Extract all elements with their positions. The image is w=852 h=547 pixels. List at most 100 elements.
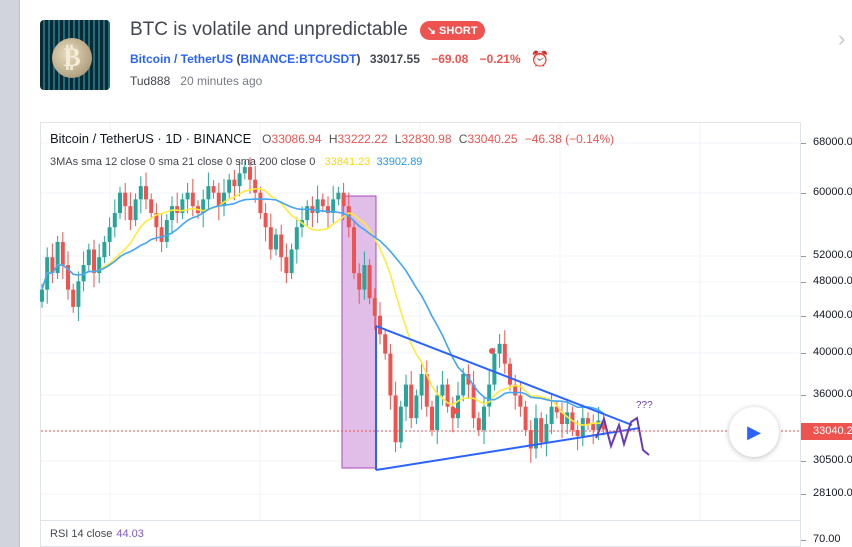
- legend-symbol: Bitcoin / TetherUS · 1D · BINANCE: [50, 131, 252, 146]
- candle-body: [222, 192, 226, 207]
- candle-body: [76, 281, 81, 307]
- candle-body: [404, 384, 408, 407]
- candle-body: [107, 227, 112, 242]
- candle-body: [565, 412, 570, 425]
- left-sidebar: [0, 0, 20, 547]
- candle-body: [357, 273, 362, 290]
- candle-body: [336, 192, 341, 200]
- rsi-legend: RSI 14 close 44.03: [50, 528, 144, 540]
- candle-body: [40, 289, 44, 302]
- y-tick-label: 40000.00: [801, 346, 852, 358]
- candle-body: [123, 192, 128, 207]
- candle-body: [242, 167, 247, 174]
- candle-body: [320, 199, 325, 207]
- candle-body: [206, 186, 211, 200]
- y-tick-label: 44000.00: [801, 309, 852, 321]
- candle-body: [128, 206, 133, 221]
- symbol-line: Bitcoin / TetherUS (BINANCE:BTCUSDT) 330…: [130, 52, 521, 66]
- ma12-value: 33841.23: [324, 156, 371, 168]
- triangle-lower-line: [375, 427, 641, 471]
- open-value: 33086.94: [271, 132, 322, 146]
- h-label: H: [328, 132, 338, 146]
- candle-body: [523, 406, 528, 431]
- rsi-label: RSI 14 close: [50, 528, 113, 540]
- candle-body: [154, 213, 159, 228]
- projection-path: [595, 415, 650, 456]
- candle-body: [424, 374, 429, 407]
- candle-body: [591, 424, 596, 431]
- ohlc-legend: Bitcoin / TetherUS · 1D · BINANCE O33086…: [50, 131, 614, 146]
- symbol-name-link[interactable]: Bitcoin / TetherUS: [130, 52, 234, 66]
- candle-body: [341, 192, 346, 207]
- candle-body: [383, 334, 388, 354]
- candle-body: [601, 420, 606, 430]
- candle-body: [409, 384, 414, 419]
- candle-body: [86, 249, 91, 266]
- triangle-upper-line: [375, 325, 633, 426]
- candle-body: [440, 384, 445, 396]
- candle-body: [518, 395, 523, 407]
- candle-body: [445, 384, 450, 407]
- title-row: BTC is volatile and unpredictable ↘ SHOR…: [130, 19, 485, 41]
- candle-body: [352, 227, 356, 274]
- candle-body: [118, 192, 122, 214]
- candle-body: [586, 418, 590, 425]
- last-price: 33017.55: [369, 52, 420, 66]
- pane-separator[interactable]: [40, 520, 800, 521]
- candle-body: [435, 395, 440, 431]
- candle-body: [164, 220, 169, 242]
- candle-body: [112, 213, 117, 228]
- l-label: L: [394, 132, 402, 146]
- author-link[interactable]: Tud888: [130, 74, 171, 88]
- low-value: 32830.98: [401, 132, 452, 146]
- rsi-value: 44.03: [116, 528, 144, 540]
- candle-body: [419, 374, 424, 396]
- highlight-zone: [341, 195, 377, 469]
- chevron-right-icon[interactable]: ›: [838, 26, 846, 51]
- candle-body: [55, 241, 60, 274]
- alarm-clock-icon[interactable]: ⏰: [530, 51, 550, 68]
- candle-body: [326, 206, 330, 214]
- y-tick-label: 30500.00: [801, 454, 852, 466]
- candle-body: [430, 406, 434, 431]
- price-axis[interactable]: 68000.00 60000.00 52000.00 48000.00 44000.00…: [800, 122, 852, 547]
- price-change: −69.08: [431, 52, 469, 66]
- badge-label: SHORT: [439, 24, 478, 37]
- candle-body: [190, 192, 195, 207]
- play-button[interactable]: ▶: [729, 407, 779, 457]
- o-label: O: [262, 132, 272, 146]
- annotation-text: ???: [636, 400, 653, 411]
- idea-thumbnail[interactable]: ₿: [40, 20, 110, 90]
- candle-body: [149, 199, 154, 214]
- ma-label: 3MAs sma 12 close 0 sma 21 close 0 sma 2…: [50, 156, 316, 168]
- candle-body: [274, 234, 278, 250]
- candle-body: [549, 406, 554, 425]
- candle-body: [554, 406, 559, 413]
- candle-body: [258, 192, 263, 214]
- candle-body: [144, 186, 148, 200]
- candle-body: [237, 173, 242, 187]
- candle-body: [138, 186, 143, 200]
- candle-body: [456, 395, 460, 419]
- candle-body: [393, 395, 398, 443]
- bitcoin-logo: ₿: [52, 38, 92, 78]
- candle-body: [575, 430, 580, 437]
- y-tick-label: 68000.00: [801, 136, 852, 148]
- price-change-pct: −0.21%: [479, 52, 521, 66]
- candle-body: [227, 179, 232, 193]
- change-value: −46.38 (−0.14%): [524, 132, 615, 146]
- candle-body: [544, 424, 549, 443]
- candle-body: [133, 199, 138, 221]
- candle-body: [180, 199, 185, 214]
- candle-body: [60, 241, 65, 266]
- candle-body: [232, 179, 237, 187]
- candle-body: [502, 343, 507, 364]
- candle-body: [378, 315, 382, 335]
- candle-body: [284, 257, 289, 274]
- candle-body: [466, 374, 471, 385]
- candle-body: [372, 298, 377, 316]
- symbol-code-link[interactable]: BINANCE:BTCUSDT: [240, 52, 357, 66]
- candle-body: [560, 412, 564, 425]
- candle-body: [414, 395, 419, 419]
